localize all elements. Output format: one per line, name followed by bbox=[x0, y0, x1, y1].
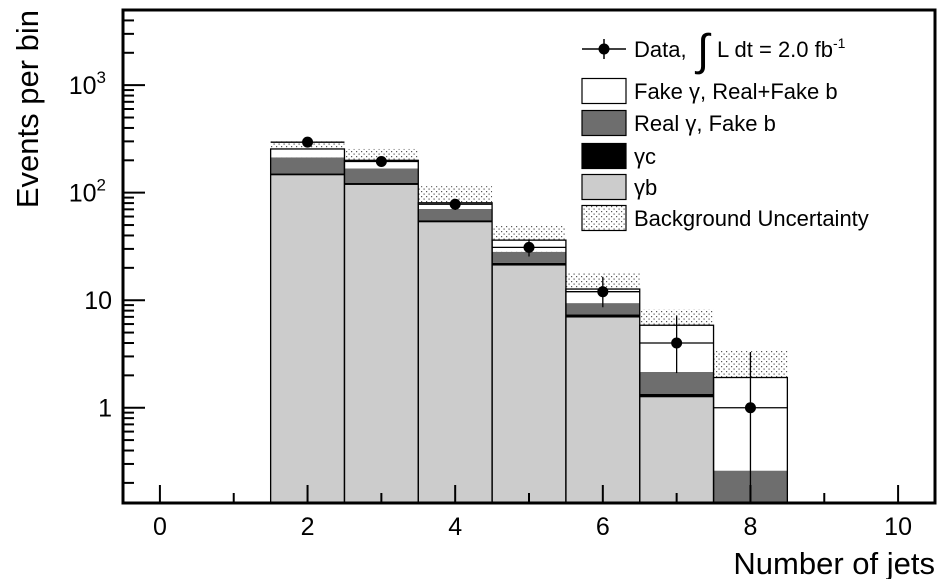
data-point bbox=[744, 402, 756, 414]
stacked-bar-segment bbox=[270, 148, 345, 158]
legend-label: γb bbox=[634, 175, 657, 200]
data-point bbox=[597, 286, 609, 298]
stacked-bar-segment bbox=[639, 393, 714, 398]
legend-data-label: Data, bbox=[634, 37, 687, 62]
data-point bbox=[671, 337, 683, 349]
y-tick-label: 1 bbox=[98, 395, 112, 423]
stacked-bar-segment bbox=[418, 220, 493, 223]
legend-label: Fake γ, Real+Fake b bbox=[634, 79, 838, 104]
stacked-bar-segment bbox=[270, 173, 345, 176]
stacked-bar-segment bbox=[639, 397, 714, 503]
stacked-bar-segment bbox=[270, 175, 345, 503]
x-tick-label: 6 bbox=[596, 513, 610, 541]
data-points-layer bbox=[270, 136, 788, 503]
data-point bbox=[523, 241, 535, 253]
y-tick-label: 103 bbox=[69, 68, 106, 100]
stacked-bar-segment bbox=[565, 303, 640, 315]
legend-label: γc bbox=[634, 144, 656, 169]
y-tick-label: 10 bbox=[84, 287, 112, 315]
axis-ticks-layer: 0 2 4 6 8 10 1 10 102 103 bbox=[69, 9, 912, 541]
legend: Data, ∫ L dt = 2.0 fb-1 Fake γ, Real+Fake … bbox=[581, 26, 869, 232]
legend-integral-sign: ∫ bbox=[694, 26, 712, 75]
y-tick-label: 102 bbox=[69, 176, 106, 208]
stacked-bar-segment bbox=[418, 222, 493, 503]
x-tick-label: 8 bbox=[744, 513, 758, 541]
x-tick-label: 10 bbox=[884, 513, 912, 541]
legend-swatch bbox=[581, 109, 627, 137]
x-axis-label: Number of jets bbox=[733, 546, 935, 579]
data-point bbox=[449, 198, 461, 210]
stacked-bar-segment bbox=[344, 184, 419, 503]
stacked-bar-segment bbox=[344, 168, 419, 184]
legend-data-marker bbox=[598, 43, 610, 55]
stacked-bars-layer bbox=[270, 148, 788, 503]
stacked-bar-segment bbox=[270, 157, 345, 174]
stacked-bar-segment bbox=[492, 251, 566, 263]
data-point bbox=[302, 136, 314, 148]
stacked-bar-segment bbox=[639, 371, 714, 394]
stacked-bar-segment bbox=[565, 317, 640, 503]
stacked-bar-segment bbox=[492, 265, 566, 503]
legend-luminosity-label: L dt = 2.0 fb-1 bbox=[717, 35, 846, 62]
stacked-bar-segment bbox=[344, 183, 419, 185]
legend-swatch bbox=[581, 77, 627, 105]
legend-swatch bbox=[581, 173, 627, 201]
x-tick-label: 4 bbox=[448, 513, 462, 541]
legend-swatch bbox=[581, 204, 627, 232]
legend-label: Background Uncertainty bbox=[634, 206, 869, 231]
legend-swatch bbox=[581, 142, 627, 170]
y-axis-label: Events per bin bbox=[10, 10, 45, 208]
x-tick-label: 0 bbox=[153, 513, 167, 541]
data-point bbox=[375, 155, 387, 167]
x-tick-label: 2 bbox=[301, 513, 315, 541]
stacked-bar-segment bbox=[565, 314, 640, 318]
stacked-bar-segment bbox=[418, 209, 493, 221]
stacked-bar-segment bbox=[492, 262, 566, 266]
legend-label: Real γ, Fake b bbox=[634, 111, 776, 136]
